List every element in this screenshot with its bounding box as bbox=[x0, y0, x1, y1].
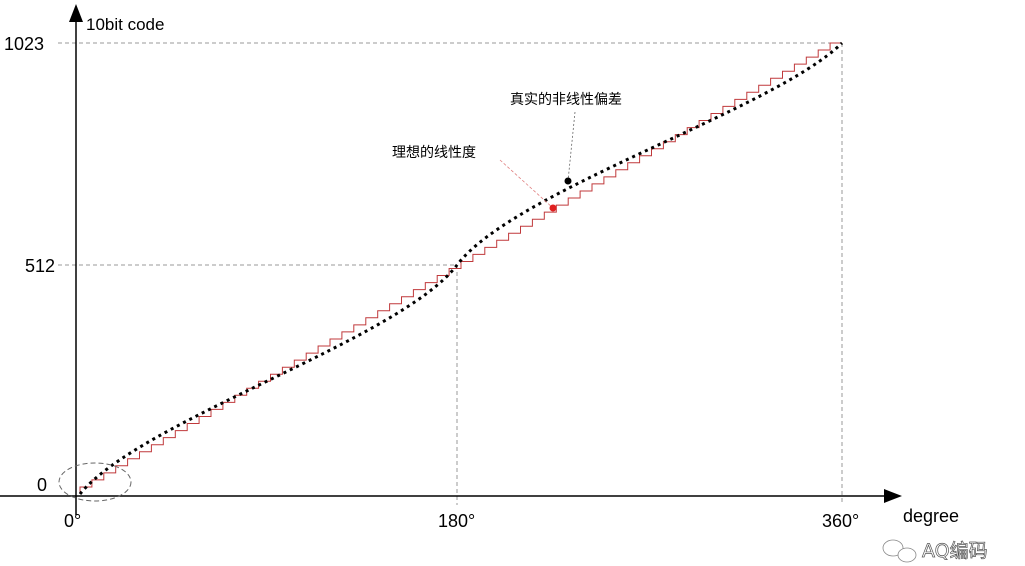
chat-bubble-icon bbox=[882, 539, 917, 563]
x-axis-label: degree bbox=[903, 506, 959, 526]
ideal-leader bbox=[499, 159, 554, 209]
x-tick-180: 180° bbox=[438, 511, 475, 531]
x-axis-arrow-icon bbox=[884, 489, 902, 503]
guide-lines bbox=[58, 42, 843, 505]
nonlinear-dot bbox=[564, 177, 572, 185]
nonlinear-curve bbox=[78, 41, 844, 495]
y-axis-arrow-icon bbox=[69, 4, 83, 22]
y-tick-1023: 1023 bbox=[4, 34, 44, 54]
y-tick-0: 0 bbox=[37, 475, 47, 495]
x-tick-0: 0° bbox=[64, 511, 81, 531]
nonlinear-annotation: 真实的非线性偏差 bbox=[510, 92, 622, 108]
ideal-staircase bbox=[79, 42, 842, 494]
y-axis-label: 10bit code bbox=[86, 15, 164, 34]
ideal-annotation: 理想的线性度 bbox=[392, 145, 476, 161]
ideal-dot bbox=[549, 204, 557, 212]
y-tick-512: 512 bbox=[25, 256, 55, 276]
watermark: AQ编码 bbox=[882, 539, 988, 563]
nonlinear-leader bbox=[567, 111, 576, 182]
zero-region-ellipse bbox=[58, 462, 132, 502]
x-tick-360: 360° bbox=[822, 511, 859, 531]
watermark-text: AQ编码 bbox=[922, 540, 988, 562]
